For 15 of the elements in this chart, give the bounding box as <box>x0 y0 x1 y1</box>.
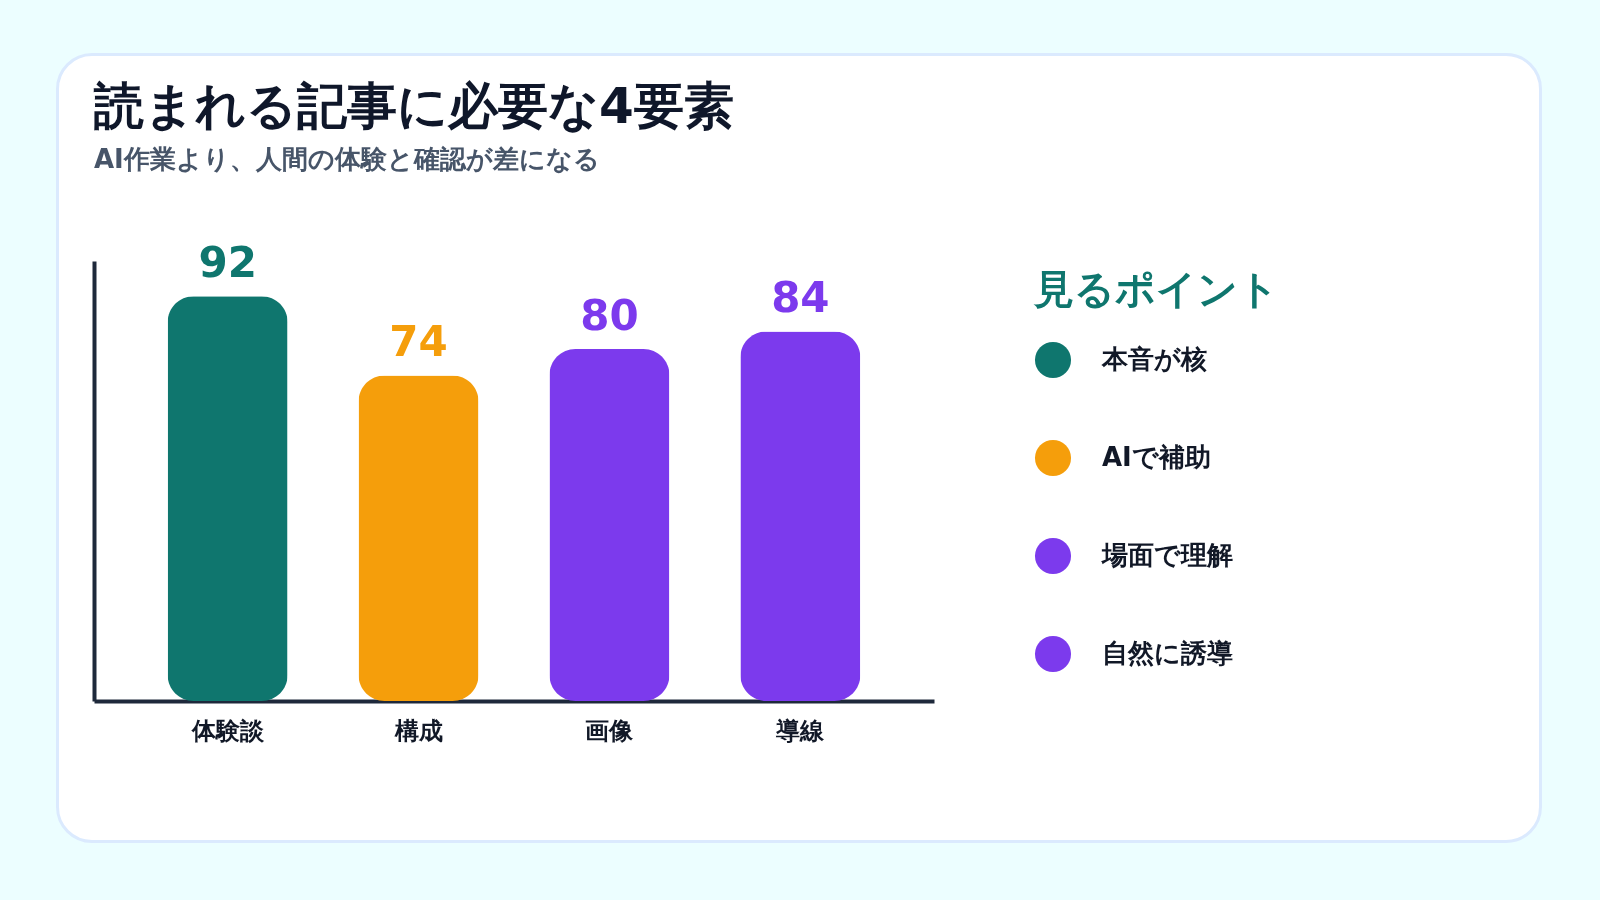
legend-label: 自然に誘導 <box>1102 638 1233 668</box>
legend-label: 場面で理解 <box>1101 540 1233 570</box>
data-label: 74 <box>389 317 448 367</box>
x-tick-label: 構成 <box>393 716 443 745</box>
chart-title: 読まれる記事に必要な4要素 <box>93 77 734 136</box>
x-tick-label: 画像 <box>585 716 635 745</box>
legend-title: 見るポイント <box>1033 266 1279 312</box>
data-label: 92 <box>198 238 257 288</box>
x-tick-label: 導線 <box>775 716 826 745</box>
legend-label: 本音が核 <box>1101 344 1207 374</box>
legend-label: AIで補助 <box>1102 442 1211 472</box>
chart-subtitle: AI作業より、人間の体験と確認が差になる <box>94 144 600 175</box>
data-label: 84 <box>771 273 830 323</box>
data-label: 80 <box>580 291 639 340</box>
x-tick-label: 体験談 <box>190 716 265 745</box>
